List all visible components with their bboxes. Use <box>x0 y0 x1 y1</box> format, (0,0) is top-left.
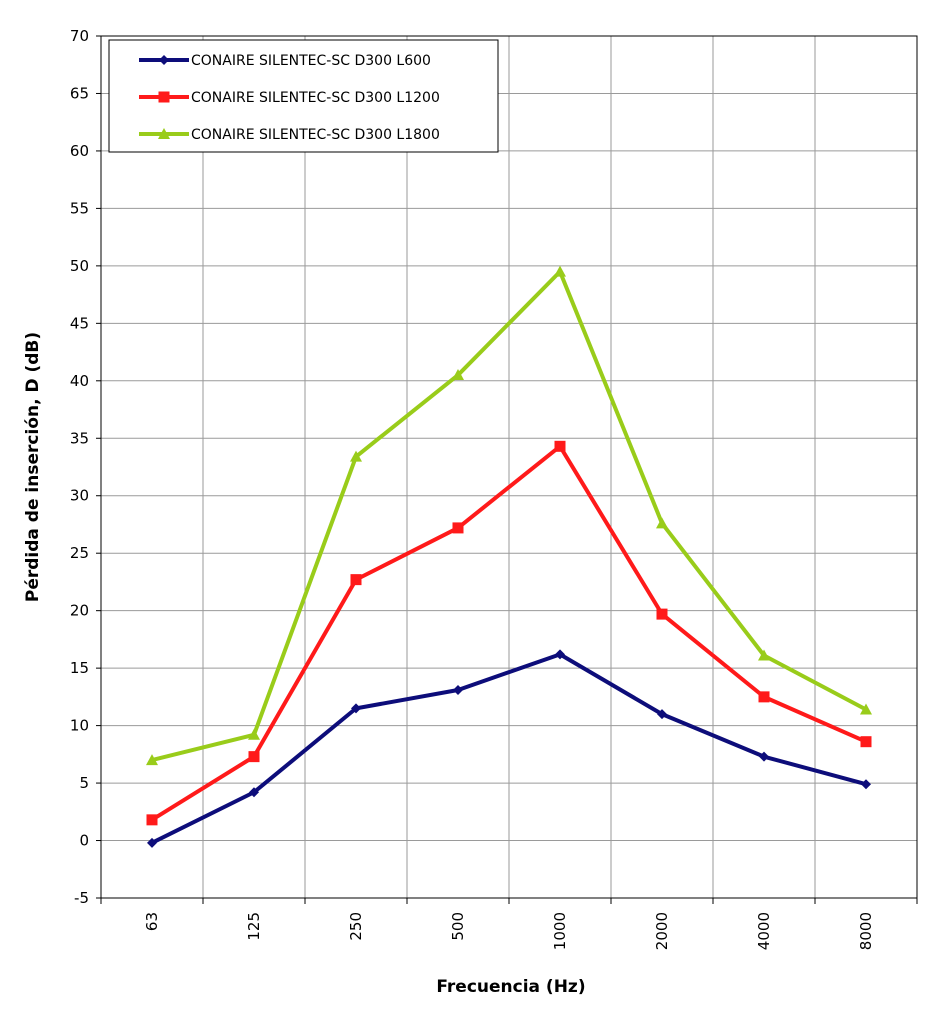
data-point <box>861 779 871 790</box>
series-1 <box>147 649 871 848</box>
data-point <box>350 574 362 586</box>
legend-item: CONAIRE SILENTEC-SC D300 L1800 <box>139 127 440 143</box>
data-point <box>758 691 770 703</box>
legend-item: CONAIRE SILENTEC-SC D300 L1200 <box>139 90 440 106</box>
data-point <box>452 522 464 534</box>
y-axis-title: Pérdida de inserción, D (dB) <box>23 332 43 602</box>
y-tick-label: 15 <box>70 659 89 677</box>
y-tick-label: 55 <box>70 199 89 217</box>
y-tick-label: 40 <box>70 372 89 390</box>
axes: -5 0 5 10 15 20 25 30 35 40 45 50 55 60 65 70 63 125 250 50… <box>70 27 918 950</box>
legend-marker <box>158 128 170 139</box>
series-3 <box>146 265 872 766</box>
series-2 <box>146 440 872 826</box>
data-point <box>657 709 667 720</box>
data-point <box>452 369 464 381</box>
data-point <box>656 517 668 529</box>
y-tick-label: 65 <box>70 84 89 102</box>
legend-label: CONAIRE SILENTEC-SC D300 L600 <box>191 53 431 69</box>
data-point <box>758 649 770 661</box>
data-point <box>554 265 566 277</box>
x-axis-title: Frecuencia (Hz) <box>436 977 585 997</box>
x-tick-label: 4000 <box>755 912 773 950</box>
data-point <box>656 608 668 620</box>
x-tick-label: 63 <box>143 912 161 931</box>
y-tick-label: 70 <box>70 27 89 45</box>
series-line <box>150 444 867 822</box>
series-layer <box>146 265 872 848</box>
legend-marker <box>158 91 170 103</box>
x-tick-label: 8000 <box>857 912 875 950</box>
data-point <box>555 649 565 660</box>
data-point <box>860 703 872 715</box>
data-point <box>147 837 157 848</box>
y-tick-label: 5 <box>79 774 89 792</box>
data-point <box>350 450 362 462</box>
legend-label: CONAIRE SILENTEC-SC D300 L1200 <box>191 90 440 106</box>
legend-marker <box>159 55 169 65</box>
legend-label: CONAIRE SILENTEC-SC D300 L1800 <box>191 127 440 143</box>
y-tick-label: 50 <box>70 257 89 275</box>
x-tick-label: 250 <box>347 912 365 941</box>
x-tick-label: 1000 <box>551 912 569 950</box>
legend-item: CONAIRE SILENTEC-SC D300 L600 <box>139 53 431 69</box>
data-point <box>146 814 158 826</box>
x-tick-label: 125 <box>245 912 263 941</box>
data-point <box>860 736 872 748</box>
y-tick-label: 35 <box>70 429 89 447</box>
y-tick-label: 0 <box>79 832 89 850</box>
y-tick-label: 25 <box>70 544 89 562</box>
data-point <box>249 787 259 798</box>
y-tick-label: -5 <box>74 889 89 907</box>
data-point <box>554 440 566 452</box>
legend: CONAIRE SILENTEC-SC D300 L600 CONAIRE SIL… <box>108 39 499 153</box>
series-line <box>151 652 867 845</box>
series-line <box>151 269 867 763</box>
data-point <box>248 751 260 763</box>
y-tick-label: 10 <box>70 717 89 735</box>
x-tick-label: 500 <box>449 912 467 941</box>
data-point <box>351 703 361 714</box>
y-tick-label: 45 <box>70 314 89 332</box>
data-point <box>248 728 260 740</box>
data-point <box>146 754 158 766</box>
data-point <box>453 684 463 695</box>
y-tick-label: 20 <box>70 602 89 620</box>
data-point <box>759 751 769 762</box>
y-tick-label: 60 <box>70 142 89 160</box>
x-tick-label: 2000 <box>653 912 671 950</box>
y-tick-label: 30 <box>70 487 89 505</box>
